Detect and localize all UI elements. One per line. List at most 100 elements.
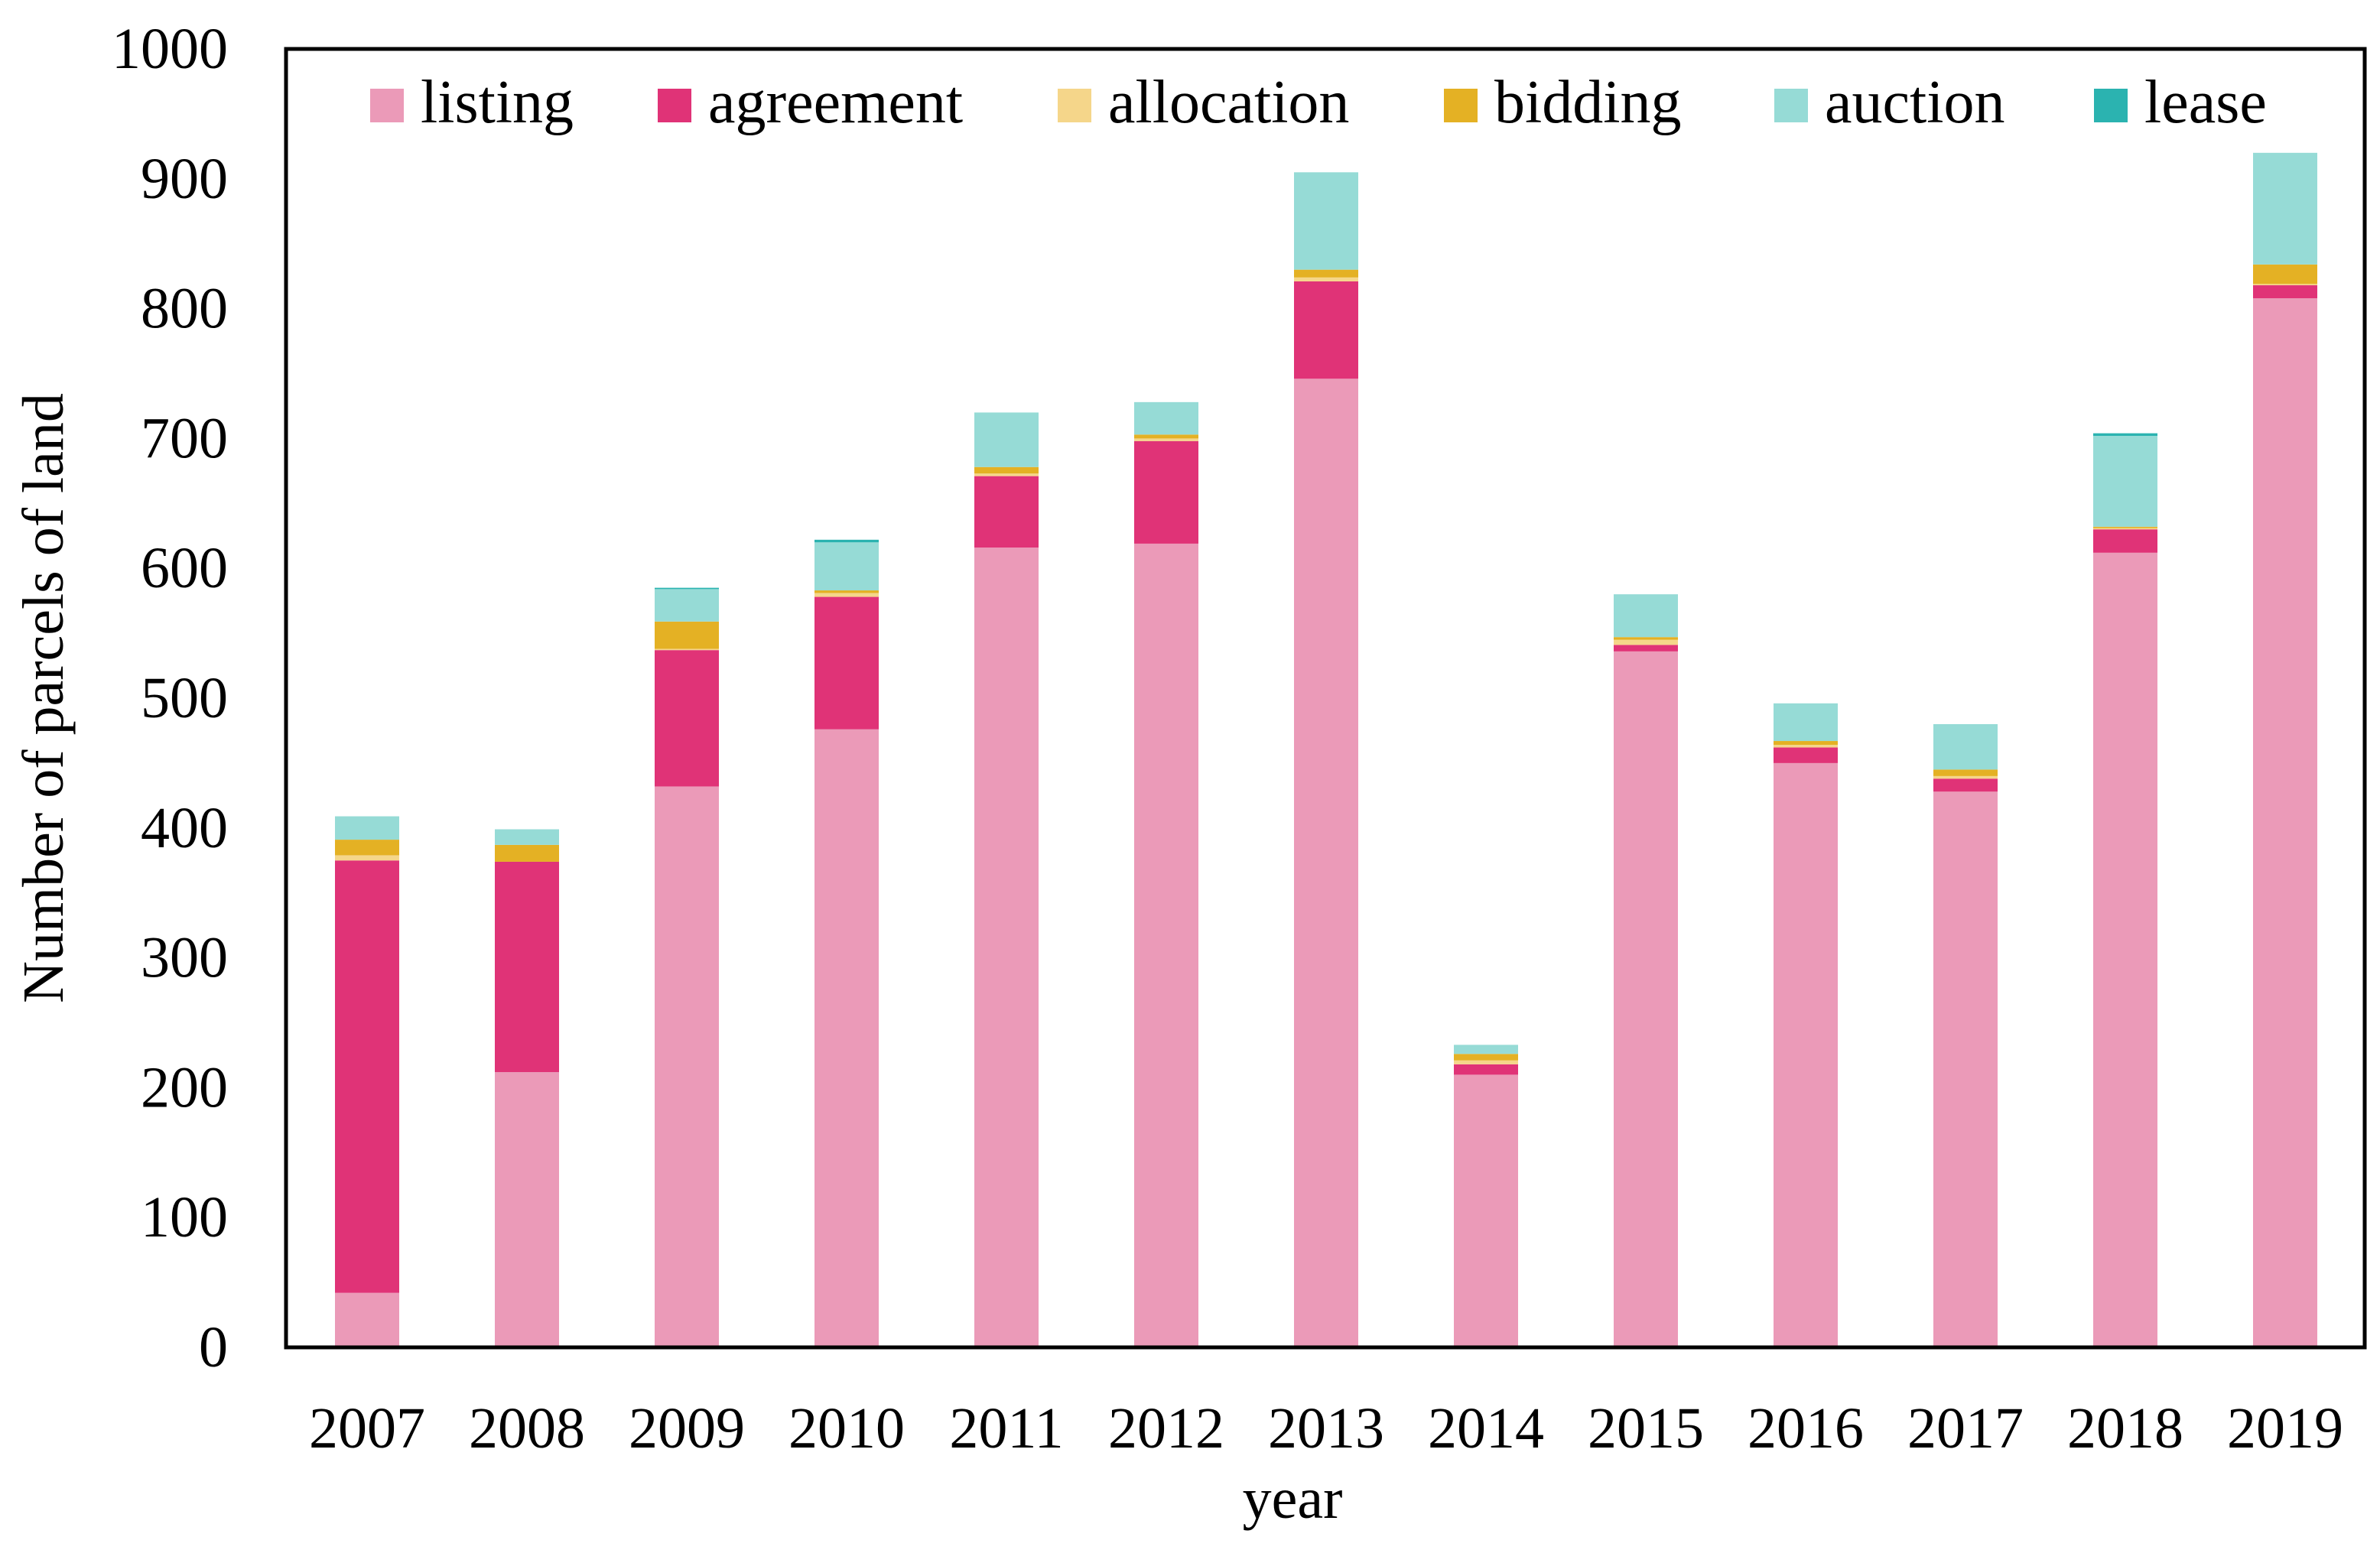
x-tick-label: 2019 <box>2227 1396 2343 1461</box>
bar-auction-2011 <box>974 412 1039 467</box>
y-tick-label: 900 <box>141 147 228 211</box>
bar-auction-2013 <box>1294 172 1358 270</box>
bar-bidding-2007 <box>335 840 399 856</box>
bar-listing-2013 <box>1294 379 1358 1347</box>
y-tick-label: 700 <box>141 406 228 470</box>
legend-label-bidding: bidding <box>1494 69 1681 136</box>
bar-agreement-2017 <box>1933 778 1998 792</box>
y-axis-title: Number of parcels of land <box>11 393 76 1003</box>
bar-agreement-2016 <box>1774 747 1838 763</box>
bar-agreement-2008 <box>495 861 559 1073</box>
bar-lease-2009 <box>655 587 719 590</box>
bar-auction-2010 <box>814 542 879 591</box>
legend-label-lease: lease <box>2144 69 2267 136</box>
bar-agreement-2014 <box>1454 1064 1518 1075</box>
x-tick-label: 2017 <box>1907 1396 2024 1461</box>
bar-allocation-2012 <box>1134 438 1198 441</box>
bar-auction-2009 <box>655 589 719 622</box>
x-tick-label: 2008 <box>469 1396 585 1461</box>
x-axis-ticks: 2007 2008 2009 2010 2011 2012 2013 2014 2015 2016… <box>309 1396 2343 1461</box>
bar-listing-2009 <box>655 786 719 1347</box>
x-tick-label: 2007 <box>309 1396 425 1461</box>
bar-auction-2007 <box>335 816 399 840</box>
y-axis-ticks: 0 100 200 300 400 500 600 700 800 900 1000 <box>112 17 228 1379</box>
x-axis-title: year <box>1243 1467 1343 1531</box>
bar-agreement-2010 <box>814 596 879 730</box>
bar-auction-2016 <box>1774 703 1838 742</box>
bar-agreement-2013 <box>1294 281 1358 379</box>
legend-label-auction: auction <box>1825 69 2004 136</box>
x-tick-label: 2011 <box>949 1396 1063 1461</box>
bar-allocation-2009 <box>655 648 719 651</box>
bar-listing-2010 <box>814 729 879 1347</box>
bar-bidding-2009 <box>655 621 719 649</box>
bar-bidding-2010 <box>814 590 879 593</box>
legend-swatch-lease <box>2094 89 2128 122</box>
bar-allocation-2019 <box>2253 284 2317 286</box>
bar-listing-2007 <box>335 1292 399 1347</box>
bar-bidding-2008 <box>495 844 559 862</box>
y-tick-label: 0 <box>199 1315 228 1379</box>
bar-auction-2015 <box>1614 594 1678 638</box>
bar-allocation-2007 <box>335 855 399 861</box>
legend: listing agreement allocation bidding auction… <box>370 69 2267 136</box>
bar-allocation-2013 <box>1294 277 1358 281</box>
bar-listing-2018 <box>2093 552 2157 1347</box>
bar-auction-2017 <box>1933 723 1998 770</box>
bar-bidding-2019 <box>2253 264 2317 284</box>
bar-bidding-2017 <box>1933 769 1998 776</box>
bar-allocation-2011 <box>974 473 1039 476</box>
x-tick-label: 2009 <box>629 1396 745 1461</box>
legend-swatch-allocation <box>1058 89 1091 122</box>
bar-bidding-2016 <box>1774 741 1838 746</box>
bar-listing-2011 <box>974 548 1039 1347</box>
bar-auction-2008 <box>495 829 559 845</box>
legend-label-agreement: agreement <box>708 69 963 136</box>
y-tick-label: 600 <box>141 536 228 600</box>
y-tick-label: 200 <box>141 1055 228 1119</box>
y-tick-label: 300 <box>141 926 228 990</box>
y-tick-label: 800 <box>141 277 228 341</box>
bar-listing-2016 <box>1774 762 1838 1347</box>
bar-lease-2018 <box>2093 433 2157 437</box>
bar-agreement-2007 <box>335 860 399 1293</box>
bar-bidding-2011 <box>974 466 1039 474</box>
legend-swatch-bidding <box>1444 89 1478 122</box>
bar-allocation-2016 <box>1774 745 1838 748</box>
bar-bidding-2014 <box>1454 1054 1518 1061</box>
legend-label-listing: listing <box>421 69 574 136</box>
bar-agreement-2015 <box>1614 645 1678 652</box>
bar-bidding-2013 <box>1294 269 1358 278</box>
bar-bidding-2012 <box>1134 434 1198 439</box>
bar-agreement-2011 <box>974 476 1039 548</box>
x-tick-label: 2016 <box>1748 1396 1864 1461</box>
y-tick-label: 100 <box>141 1185 228 1249</box>
bar-listing-2015 <box>1614 651 1678 1347</box>
bar-agreement-2018 <box>2093 529 2157 553</box>
bar-agreement-2019 <box>2253 285 2317 299</box>
bar-allocation-2015 <box>1614 639 1678 645</box>
bar-listing-2014 <box>1454 1074 1518 1347</box>
legend-swatch-auction <box>1774 89 1808 122</box>
bar-agreement-2012 <box>1134 440 1198 544</box>
y-tick-label: 400 <box>141 796 228 860</box>
bar-listing-2019 <box>2253 298 2317 1347</box>
bars <box>335 152 2317 1347</box>
x-tick-label: 2015 <box>1588 1396 1704 1461</box>
x-tick-label: 2012 <box>1108 1396 1224 1461</box>
x-tick-label: 2013 <box>1268 1396 1384 1461</box>
legend-swatch-agreement <box>658 89 691 122</box>
bar-auction-2019 <box>2253 152 2317 265</box>
y-tick-label: 500 <box>141 666 228 730</box>
bar-listing-2017 <box>1933 791 1998 1347</box>
bar-agreement-2009 <box>655 650 719 787</box>
bar-allocation-2018 <box>2093 528 2157 530</box>
legend-swatch-listing <box>370 89 404 122</box>
bar-allocation-2017 <box>1933 775 1998 779</box>
bar-listing-2012 <box>1134 543 1198 1347</box>
x-tick-label: 2018 <box>2067 1396 2183 1461</box>
bar-auction-2014 <box>1454 1045 1518 1054</box>
bar-auction-2012 <box>1134 401 1198 435</box>
plot-frame <box>284 47 2367 1350</box>
